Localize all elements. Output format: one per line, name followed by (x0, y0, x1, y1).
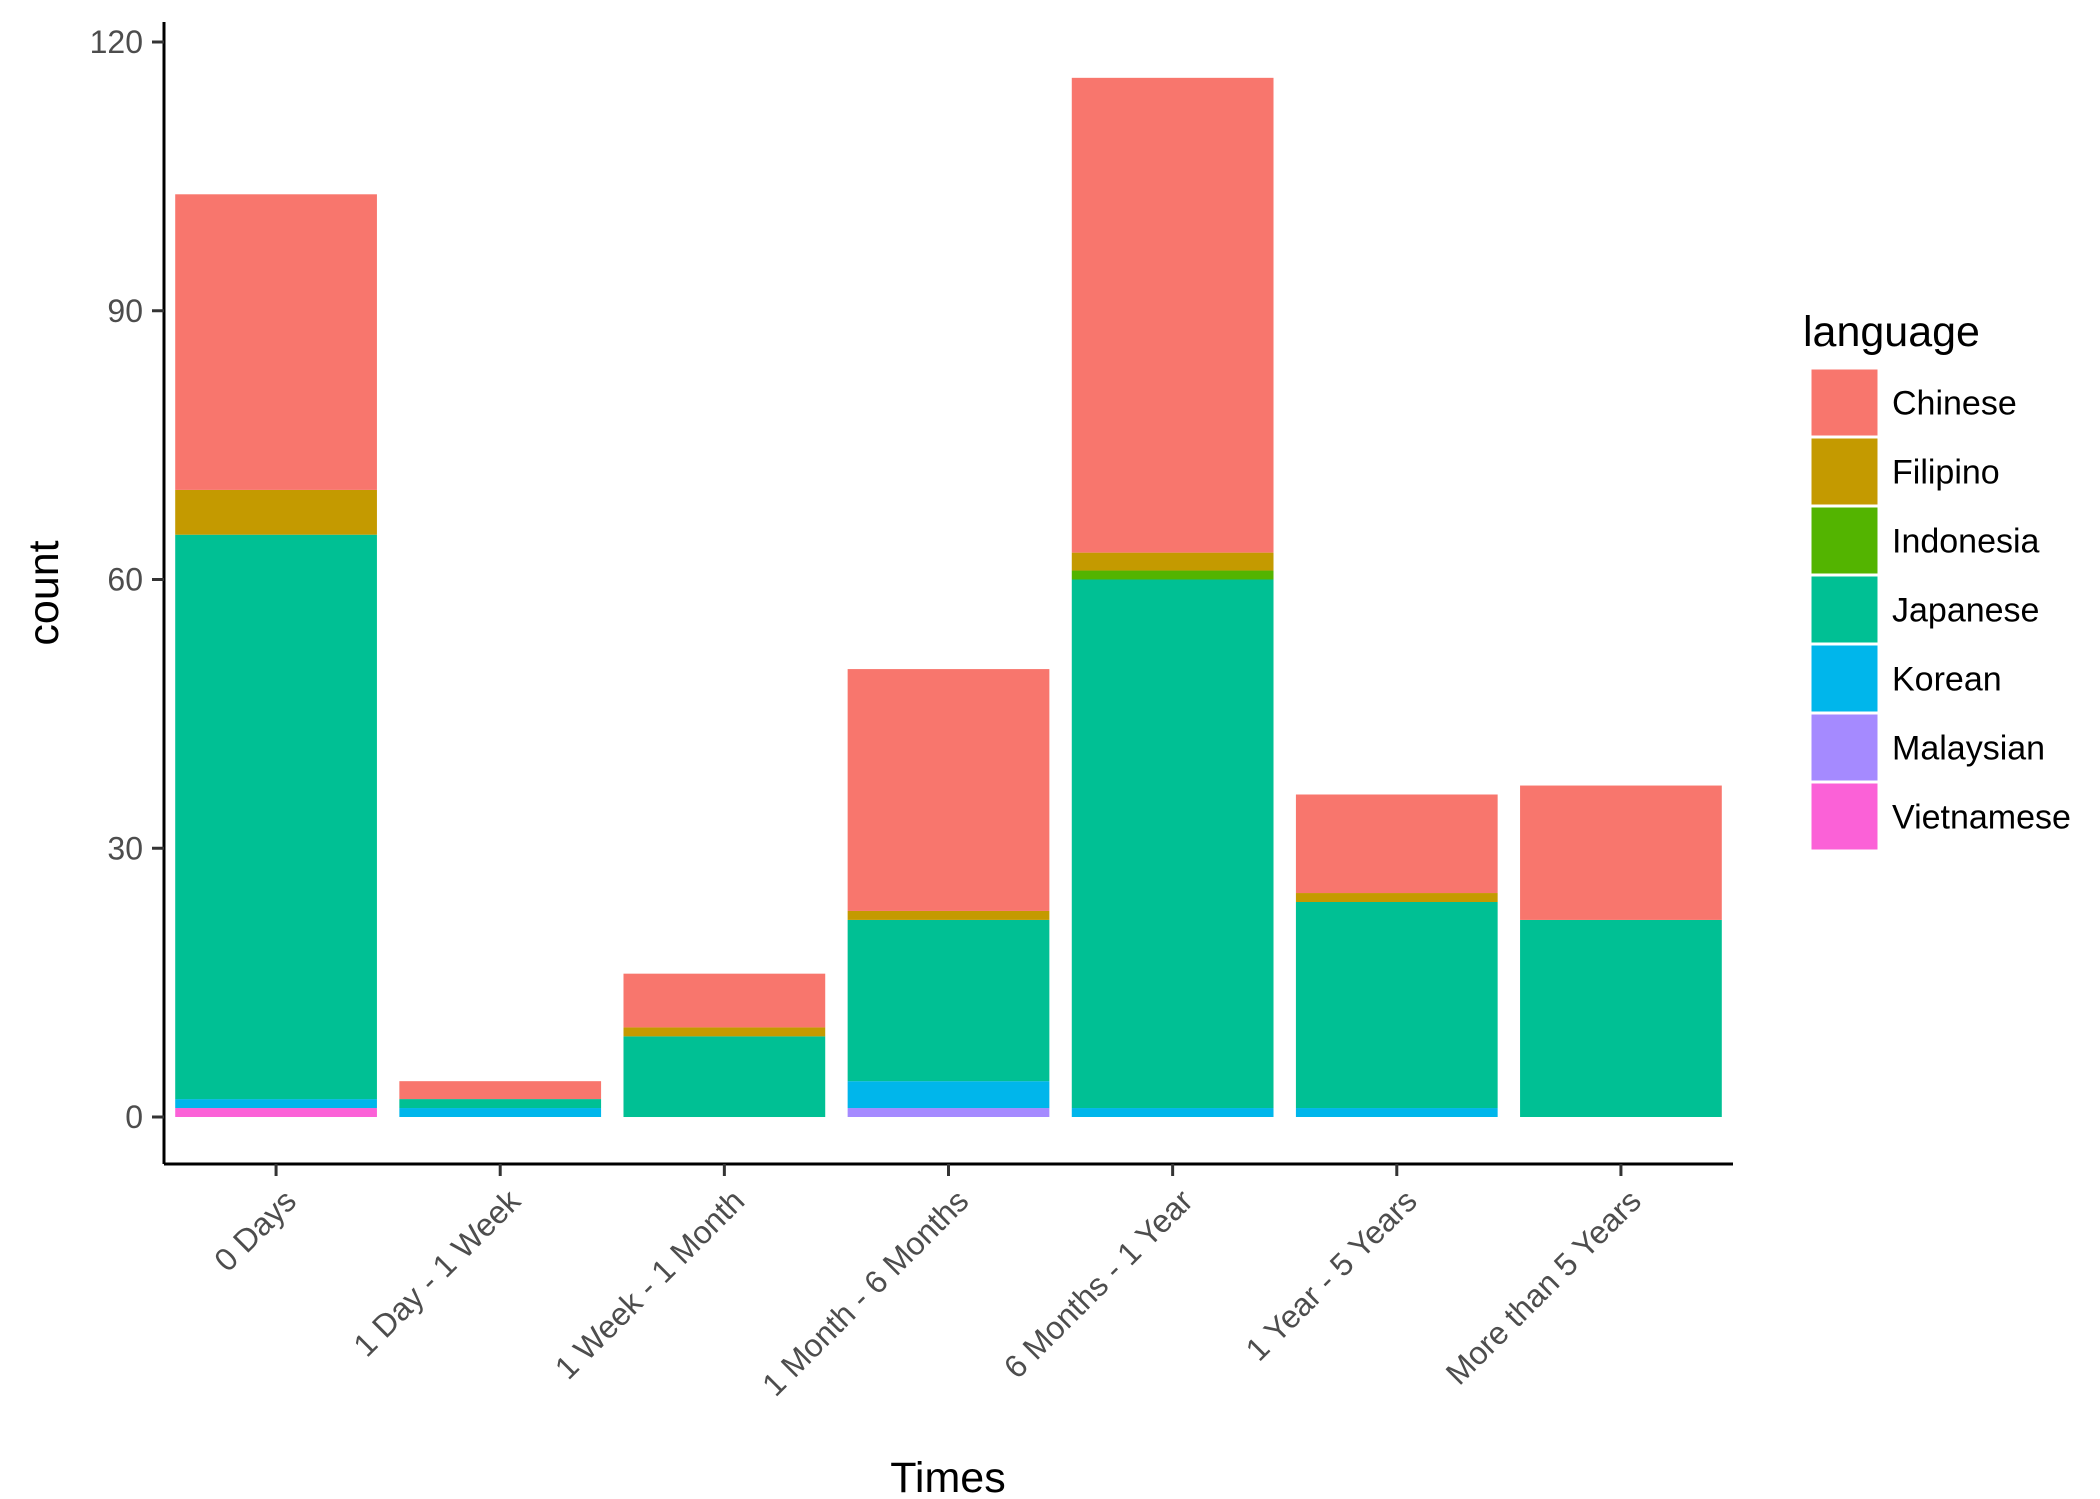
bar-segment-japanese-1 (175, 534, 377, 1100)
legend-items: Chinese Filipino Indonesia Japanese Korean Ma… (1808, 366, 2071, 853)
bar-segment-japanese-5 (1071, 579, 1274, 1109)
bars-layer (175, 77, 1722, 1118)
legend-key-chinese (1808, 366, 1881, 439)
legend-label: Filipino (1892, 454, 2000, 492)
y-ticks-layer: 0 30 60 90 120 (90, 24, 164, 1135)
legend-label: Indonesia (1892, 523, 2040, 561)
bar-segment-japanese-2 (399, 1099, 602, 1109)
bar-segment-indonesia-5 (1071, 570, 1274, 580)
bar-segment-chinese-1 (175, 194, 377, 490)
x-ticks-layer: 0 Days 1 Day - 1 Week 1 Week - 1 Month 1 Mo… (207, 1164, 1648, 1403)
bar-segment-korean-4 (847, 1081, 1050, 1109)
y-tick-label: 60 (107, 562, 143, 598)
x-tick-label: 1 Month - 6 Months (755, 1182, 975, 1402)
x-tick-label: More than 5 Years (1439, 1182, 1648, 1391)
legend-key-vietnamese (1808, 780, 1881, 853)
bar-segment-japanese-4 (847, 919, 1050, 1082)
bar-segment-filipino-4 (847, 910, 1050, 920)
legend-label: Chinese (1892, 385, 2017, 423)
x-tick-label: 1 Day - 1 Week (346, 1182, 528, 1364)
bar-segment-japanese-6 (1295, 902, 1498, 1109)
legend-label: Japanese (1892, 592, 2039, 630)
bar-segment-filipino-6 (1295, 893, 1498, 902)
legend: language Chinese Filipino Indonesia Japanes… (1803, 308, 2071, 853)
y-axis-title: count (20, 540, 68, 645)
bar-segment-chinese-5 (1071, 77, 1274, 553)
bar-segment-chinese-6 (1295, 794, 1498, 894)
x-tick-label: 1 Week - 1 Month (548, 1182, 752, 1386)
legend-key-japanese (1808, 573, 1881, 646)
bar-segment-chinese-3 (623, 973, 826, 1028)
bar-segment-malaysian-4 (847, 1108, 1050, 1117)
y-tick-label: 120 (90, 24, 143, 60)
bar-segment-japanese-7 (1520, 919, 1722, 1117)
bar-segment-chinese-7 (1520, 785, 1722, 920)
bar-segment-filipino-1 (175, 489, 377, 535)
bar-segment-vietnamese-1 (175, 1108, 377, 1117)
y-tick-label: 30 (107, 830, 143, 866)
bar-segment-japanese-3 (623, 1036, 826, 1118)
bar-segment-filipino-5 (1071, 552, 1274, 571)
bar-segment-chinese-4 (847, 669, 1050, 911)
y-tick-label: 90 (107, 293, 143, 329)
x-tick-label: 6 Months - 1 Year (997, 1182, 1200, 1385)
bar-segment-korean-2 (399, 1108, 602, 1117)
legend-key-korean (1808, 642, 1881, 715)
legend-key-malaysian (1808, 711, 1881, 784)
legend-key-indonesia (1808, 504, 1881, 577)
legend-title: language (1803, 308, 1980, 356)
y-tick-label: 0 (125, 1099, 143, 1135)
bar-segment-korean-5 (1071, 1108, 1274, 1117)
x-tick-label: 0 Days (207, 1182, 303, 1278)
bar-segment-korean-6 (1295, 1108, 1498, 1117)
bar-segment-korean-1 (175, 1099, 377, 1109)
x-tick-label: 1 Year - 5 Years (1238, 1182, 1423, 1367)
bar-segment-filipino-3 (623, 1027, 826, 1037)
bar-segment-chinese-2 (399, 1081, 602, 1100)
legend-label: Korean (1892, 661, 2002, 699)
legend-key-filipino (1808, 435, 1881, 508)
x-axis-title: Times (890, 1454, 1005, 1499)
legend-label: Malaysian (1892, 730, 2045, 768)
legend-label: Vietnamese (1892, 799, 2071, 837)
